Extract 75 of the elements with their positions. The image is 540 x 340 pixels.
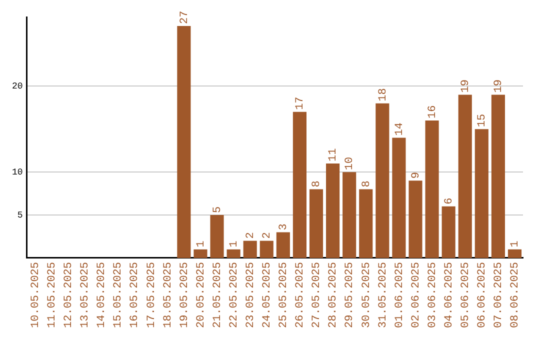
- bar: [425, 120, 439, 258]
- data-label: 8: [360, 180, 373, 188]
- data-label: 5: [212, 206, 224, 214]
- data-label: 11: [328, 148, 340, 162]
- x-tick-label: 03.06.2025: [426, 262, 439, 328]
- bar: [177, 26, 191, 258]
- data-label: 6: [443, 198, 456, 204]
- bar: [309, 189, 324, 258]
- data-label: 15: [476, 114, 489, 128]
- x-tick-label: 29.05.2025: [344, 262, 356, 328]
- data-label: 19: [460, 80, 472, 93]
- data-label: 2: [262, 232, 274, 239]
- x-tick-label: 14.05.2025: [96, 262, 108, 328]
- x-tick-label: 19.05.2025: [178, 262, 191, 328]
- data-label: 27: [178, 10, 191, 24]
- bar: [342, 172, 356, 258]
- bar: [508, 249, 522, 258]
- x-tick-label: 13.05.2025: [80, 262, 92, 328]
- x-tick-label: 08.06.2025: [510, 262, 522, 328]
- bar: [194, 249, 208, 258]
- x-tick-label: 07.06.2025: [493, 262, 506, 328]
- x-tick-label: 30.05.2025: [360, 262, 373, 328]
- bar: [276, 232, 290, 258]
- x-tick-label: 04.06.2025: [443, 262, 456, 328]
- bar: [392, 138, 406, 258]
- data-label: 1: [195, 240, 208, 248]
- data-label: 1: [510, 240, 522, 248]
- x-tick-label: 06.06.2025: [476, 262, 489, 328]
- data-label: 3: [278, 224, 290, 230]
- bar: [326, 163, 340, 258]
- data-label: 17: [294, 96, 307, 110]
- x-tick-label: 12.05.2025: [63, 262, 76, 328]
- x-tick-label: 02.06.2025: [410, 262, 422, 328]
- bar: [376, 103, 390, 258]
- x-tick-label: 25.05.2025: [278, 262, 290, 328]
- bar: [292, 112, 306, 258]
- data-label: 9: [410, 172, 422, 179]
- x-tick-label: 16.05.2025: [129, 262, 142, 328]
- x-tick-label: 28.05.2025: [328, 262, 340, 328]
- bar: [243, 240, 257, 258]
- x-tick-label: 27.05.2025: [311, 262, 324, 328]
- y-tick-label: 10: [12, 167, 23, 178]
- x-tick-label: 01.06.2025: [394, 262, 406, 328]
- bar: [260, 240, 274, 258]
- bar: [442, 206, 456, 258]
- x-tick-label: 15.05.2025: [112, 262, 125, 328]
- data-label: 8: [311, 180, 324, 188]
- x-tick-label: 18.05.2025: [162, 262, 174, 328]
- data-label: 14: [394, 122, 406, 136]
- bar: [408, 180, 422, 258]
- bar: [458, 94, 472, 258]
- bar: [359, 189, 373, 258]
- data-label: 19: [493, 80, 506, 93]
- data-label: 2: [245, 232, 257, 239]
- data-label: 10: [344, 156, 356, 170]
- x-tick-label: 11.05.2025: [46, 262, 59, 328]
- x-tick-label: 20.05.2025: [195, 262, 208, 328]
- bar: [226, 249, 240, 258]
- data-label: 18: [377, 88, 390, 102]
- x-tick-label: 05.06.2025: [460, 262, 472, 328]
- x-tick-label: 31.05.2025: [377, 262, 390, 328]
- x-tick-label: 24.05.2025: [262, 262, 274, 328]
- x-tick-label: 23.05.2025: [245, 262, 257, 328]
- data-label: 1: [228, 240, 240, 248]
- x-tick-label: 17.05.2025: [146, 262, 158, 328]
- y-tick-label: 20: [12, 82, 23, 92]
- bar: [491, 94, 505, 258]
- x-tick-label: 26.05.2025: [294, 262, 307, 328]
- y-tick-label: 5: [17, 210, 23, 220]
- x-tick-label: 22.05.2025: [228, 262, 240, 328]
- data-label: 16: [426, 105, 439, 119]
- bar: [474, 129, 488, 258]
- x-tick-label: 21.05.2025: [212, 262, 224, 328]
- x-tick-label: 10.05.2025: [30, 262, 42, 328]
- bar: [210, 215, 224, 258]
